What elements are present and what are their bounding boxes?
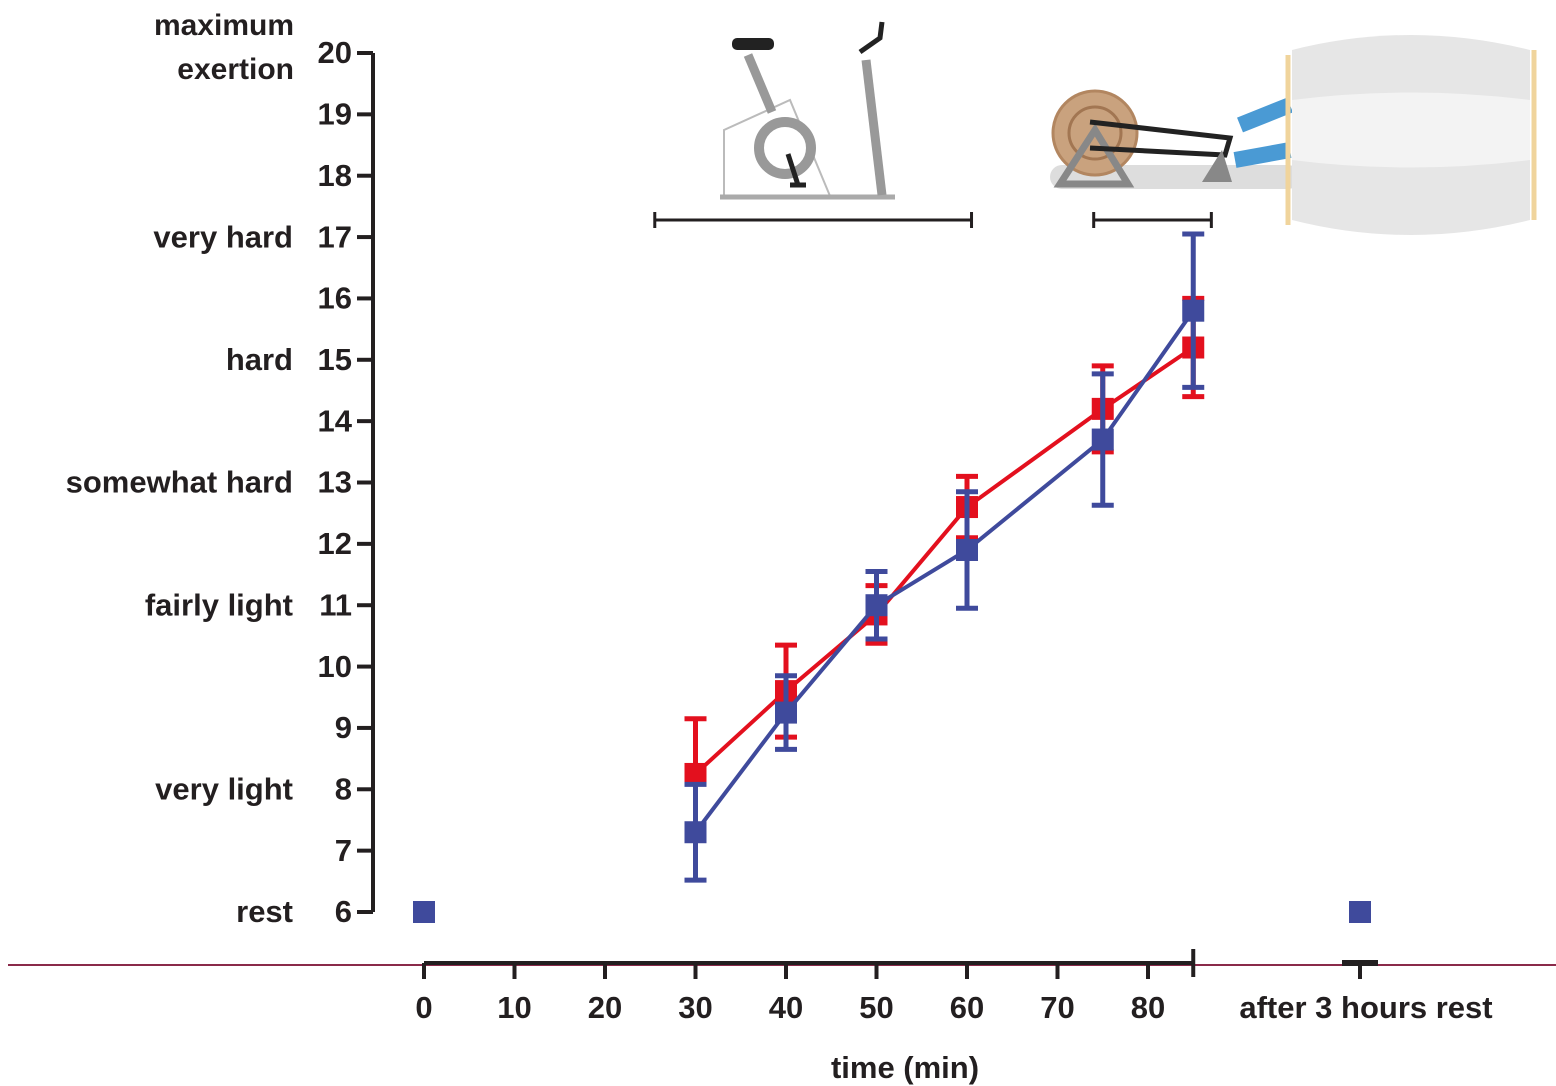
marker	[775, 701, 797, 724]
x-tick-label: 80	[1131, 990, 1165, 1025]
y-tick-label: 11	[319, 587, 352, 622]
y-tick-label: 13	[318, 465, 352, 500]
arm-ergometer-illustration	[1050, 35, 1537, 235]
x-tick-label: 20	[588, 990, 622, 1025]
x-axis-label: time (min)	[831, 1050, 979, 1085]
y-descriptor: very hard	[153, 219, 293, 254]
y-tick-label: 16	[318, 281, 352, 316]
y-tick-label: 20	[318, 35, 352, 70]
x-tick-label: 0	[415, 990, 432, 1025]
y-descriptor: very light	[155, 771, 293, 806]
x-tick-label: 40	[769, 990, 803, 1025]
marker	[1182, 299, 1205, 322]
y-tick-label: 18	[318, 158, 352, 193]
marker	[684, 762, 707, 785]
marker	[956, 538, 978, 561]
marker	[1091, 428, 1114, 451]
y-descriptor: rest	[236, 894, 293, 929]
y-tick-label: 19	[318, 97, 352, 132]
y-tick-label: 17	[318, 219, 352, 254]
x-tick-label: 10	[497, 990, 531, 1025]
y-tick-label: 9	[335, 710, 352, 745]
y-tick-label: 6	[335, 894, 352, 929]
x-tick-label: after 3 hours rest	[1239, 990, 1492, 1025]
y-descriptor: hard	[226, 342, 293, 377]
y-tick-label: 10	[318, 649, 352, 684]
y-descriptor: somewhat hard	[66, 465, 293, 500]
x-tick-label: 70	[1040, 990, 1074, 1025]
x-tick-label: 50	[859, 990, 893, 1025]
x-tick-label: 60	[950, 990, 984, 1025]
marker	[684, 821, 707, 844]
y-tick-label: 7	[335, 833, 352, 868]
y-tick-label: 12	[318, 526, 352, 561]
y-tick-label: 14	[318, 403, 353, 438]
series-line	[694, 345, 1195, 776]
marker	[1349, 901, 1371, 923]
marker	[865, 594, 888, 617]
y-tick-label: 8	[335, 771, 352, 806]
marker	[413, 901, 435, 923]
series-line	[693, 309, 1195, 834]
y-tick-label: 15	[318, 342, 352, 377]
bike-illustration	[720, 21, 895, 200]
y-descriptor: fairly light	[145, 587, 293, 622]
y-descriptor: maximum exertion	[153, 9, 294, 86]
x-tick-label: 30	[678, 990, 712, 1025]
